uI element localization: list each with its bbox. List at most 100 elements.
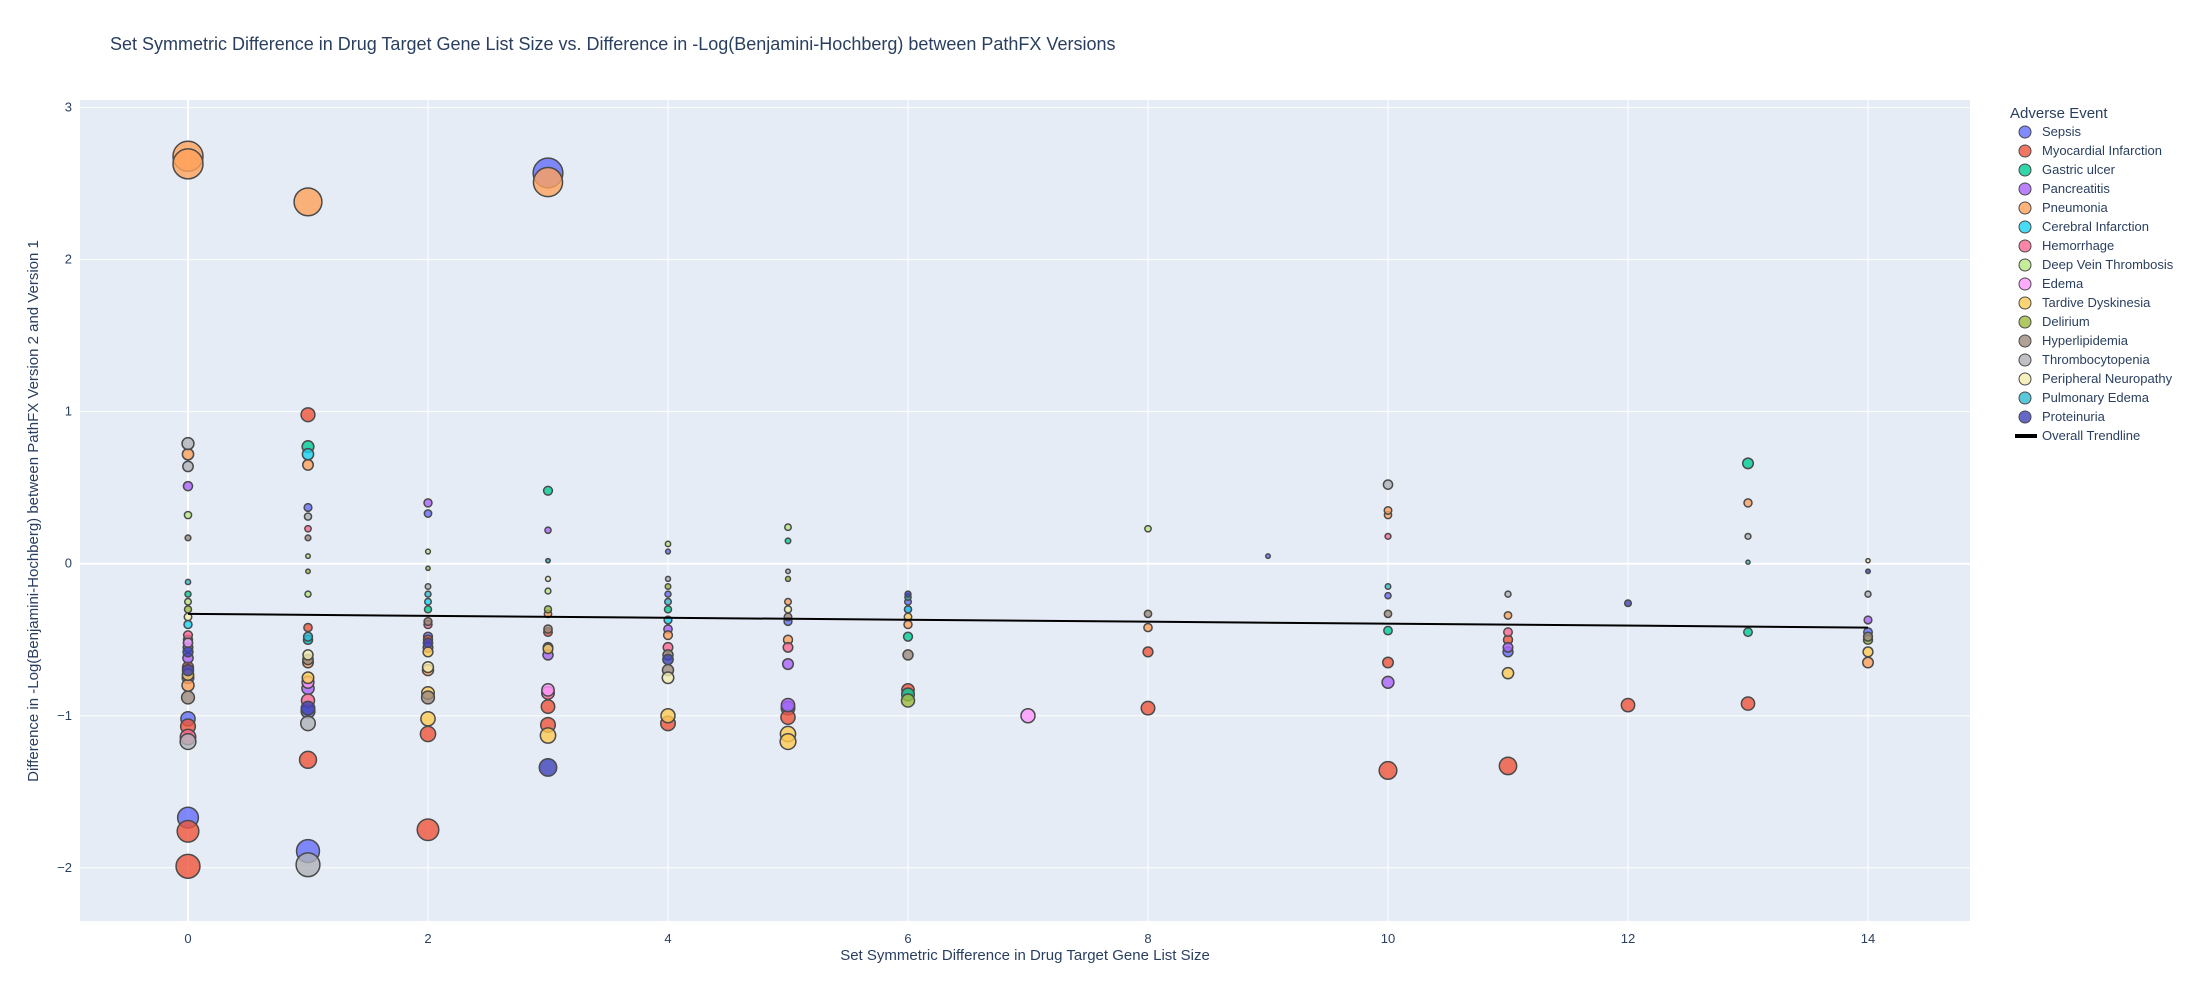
data-point: [424, 590, 432, 598]
legend-swatch: [2018, 163, 2032, 177]
data-point: [1620, 697, 1636, 713]
legend-item[interactable]: Deep Vein Thrombosis: [2018, 257, 2174, 272]
legend-item[interactable]: Thrombocytopenia: [2018, 352, 2150, 367]
legend-item[interactable]: Pneumonia: [2018, 200, 2109, 215]
legend-item[interactable]: Edema: [2018, 276, 2084, 291]
y-tick-label: 1: [65, 404, 72, 419]
data-point: [545, 557, 551, 564]
data-point: [664, 575, 672, 583]
legend-item[interactable]: Delirium: [2018, 314, 2090, 329]
data-point: [542, 643, 554, 655]
data-point: [180, 690, 196, 705]
data-point: [784, 523, 792, 532]
legend-item[interactable]: Cerebral Infarction: [2018, 219, 2149, 234]
series-deep-vein-thrombosis: [183, 510, 1152, 606]
data-point: [782, 641, 794, 653]
data-point: [183, 605, 193, 614]
data-point: [1501, 666, 1515, 680]
legend-label: Cerebral Infarction: [2042, 219, 2149, 234]
legend: Adverse Event Sepsis Myocardial Infarctio…: [2010, 105, 2174, 443]
data-point: [662, 653, 674, 666]
data-point: [542, 485, 554, 496]
legend-swatch: [2018, 315, 2032, 329]
chart-title: Set Symmetric Difference in Drug Target …: [110, 34, 1115, 54]
legend-item[interactable]: Hemorrhage: [2018, 238, 2114, 253]
data-point: [1384, 591, 1392, 600]
data-point: [422, 646, 434, 658]
legend-item[interactable]: Peripheral Neuropathy: [2018, 371, 2173, 386]
data-point: [1382, 479, 1394, 491]
data-point: [1623, 599, 1633, 608]
legend-item[interactable]: Myocardial Infarction: [2018, 143, 2162, 158]
data-point: [1740, 696, 1756, 711]
legend-label: Myocardial Infarction: [2042, 143, 2162, 158]
legend-item-trendline[interactable]: Overall Trendline: [2015, 428, 2140, 443]
data-point: [783, 605, 793, 614]
data-point: [416, 818, 440, 842]
legend-item[interactable]: Gastric ulcer: [2018, 162, 2116, 177]
legend-label: Pancreatitis: [2042, 181, 2110, 196]
legend-item[interactable]: Tardive Dyskinesia: [2018, 295, 2151, 310]
data-point: [182, 480, 194, 492]
data-point: [304, 590, 312, 598]
data-point: [301, 447, 315, 461]
legend-swatch: [2018, 201, 2032, 215]
data-point: [302, 458, 314, 471]
data-point: [1384, 583, 1392, 591]
data-point: [662, 630, 674, 641]
legend-item[interactable]: Proteinuria: [2018, 409, 2106, 424]
legend-swatch: [2018, 372, 2032, 386]
data-point: [779, 732, 797, 751]
data-point: [422, 637, 434, 649]
legend-title: Adverse Event: [2010, 105, 2108, 122]
legend-item[interactable]: Sepsis: [2018, 124, 2082, 139]
legend-swatch: [2018, 296, 2032, 310]
legend-item[interactable]: Hyperlipidemia: [2018, 333, 2129, 348]
data-point: [424, 548, 432, 555]
data-point: [179, 732, 197, 751]
data-point: [544, 575, 552, 583]
data-point: [184, 597, 192, 606]
data-point: [181, 447, 195, 461]
data-point: [660, 708, 676, 724]
data-point: [423, 605, 433, 614]
data-point: [304, 524, 312, 533]
data-point: [182, 646, 194, 658]
legend-swatch: [2018, 334, 2032, 348]
data-point: [1502, 641, 1514, 653]
data-point: [543, 624, 553, 634]
data-point: [903, 605, 913, 614]
data-point: [532, 166, 564, 198]
data-point: [300, 715, 316, 732]
series-delirium: [183, 565, 1874, 708]
data-point: [302, 649, 314, 661]
legend-item[interactable]: Pulmonary Edema: [2018, 390, 2150, 405]
data-point: [182, 460, 194, 473]
legend-items: Sepsis Myocardial Infarction Gastric ulcer…: [2015, 124, 2174, 443]
legend-label: Hemorrhage: [2042, 238, 2114, 253]
x-tick-label: 2: [424, 931, 431, 946]
data-point: [424, 583, 432, 591]
data-point: [1143, 622, 1153, 633]
legend-label: Pneumonia: [2042, 200, 2109, 215]
data-point: [904, 590, 912, 598]
legend-swatch: [2018, 239, 2032, 253]
data-point: [302, 631, 314, 642]
data-point: [1865, 557, 1871, 564]
y-axis-title: Difference in -Log(Benjamini-Hochberg) b…: [25, 240, 42, 782]
data-point: [900, 693, 916, 708]
legend-item[interactable]: Pancreatitis: [2018, 181, 2110, 196]
legend-swatch: [2018, 410, 2032, 424]
series-thrombocytopenia: [179, 436, 1872, 878]
y-tick-label: 3: [65, 100, 72, 115]
data-point: [784, 575, 792, 583]
legend-label: Pulmonary Edema: [2042, 390, 2150, 405]
data-point: [539, 727, 557, 744]
data-point: [784, 537, 792, 545]
data-point: [784, 597, 792, 606]
data-point: [183, 510, 193, 520]
y-tick-label: −1: [57, 708, 72, 723]
data-point: [785, 568, 791, 575]
